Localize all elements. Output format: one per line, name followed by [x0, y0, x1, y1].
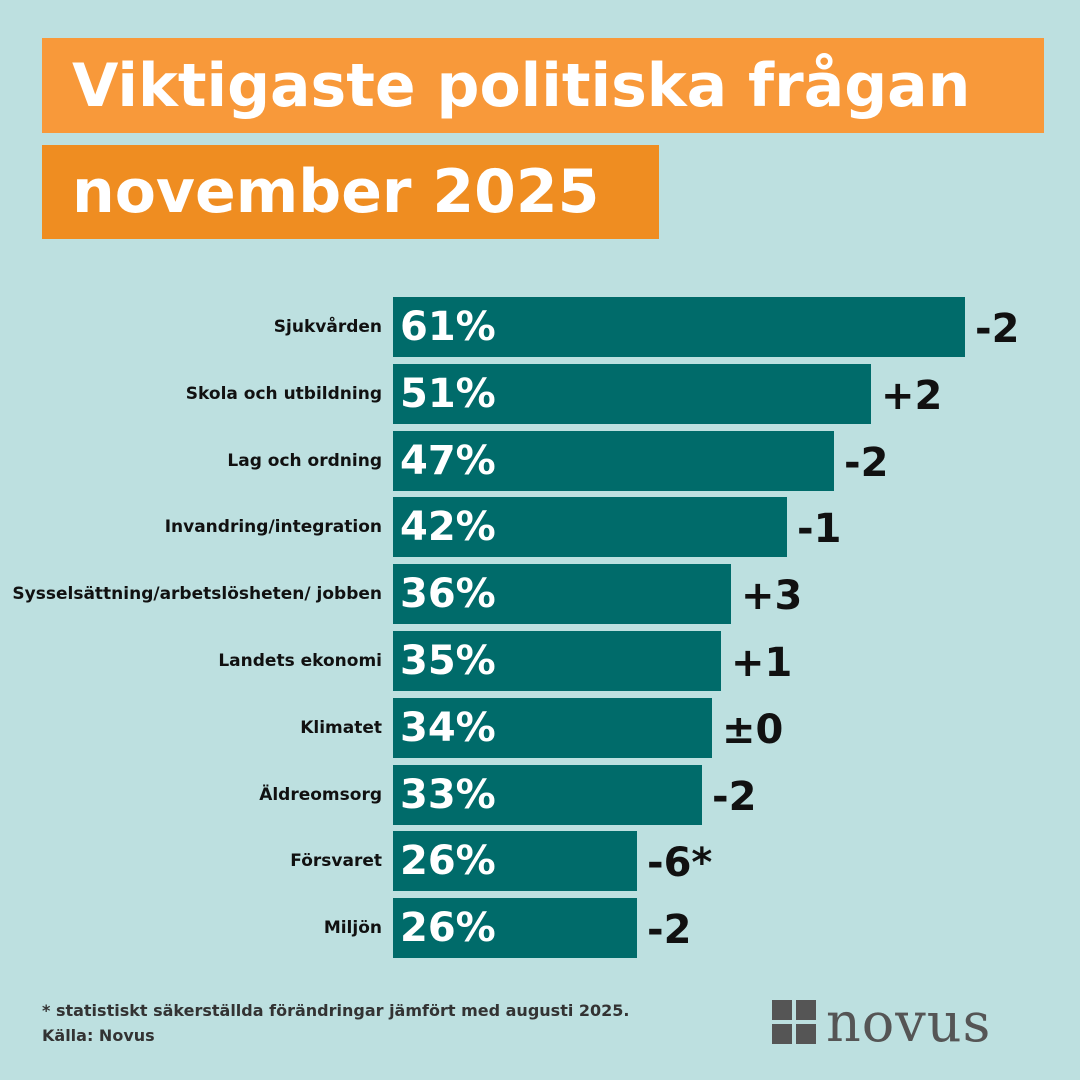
category-label: Klimatet [300, 717, 382, 738]
bar-value-label: 26% [400, 838, 496, 885]
category-label: Skola och utbildning [185, 383, 382, 404]
title-text-1: Viktigaste politiska frågan [72, 50, 971, 121]
category-label: Äldreomsorg [259, 784, 382, 805]
bar-value-label: 26% [400, 905, 496, 952]
change-label: +3 [741, 573, 803, 620]
change-label: -2 [975, 306, 1020, 352]
bar-value-label: 42% [400, 504, 496, 551]
footnote: * statistiskt säkerställda förändringar … [42, 998, 630, 1048]
bar [393, 898, 637, 959]
bar-value-label: 47% [400, 437, 496, 484]
novus-logo: novus [772, 995, 1048, 1050]
category-label: Lag och ordning [227, 450, 382, 471]
bar [393, 631, 721, 691]
bar [393, 497, 787, 558]
bar-value-label: 51% [400, 370, 496, 417]
change-label: +1 [731, 640, 793, 686]
change-label: -2 [844, 439, 889, 486]
bar [393, 363, 871, 424]
title-line-1: Viktigaste politiska frågan [42, 38, 1044, 133]
bar [393, 697, 712, 758]
bar-value-label: 61% [400, 304, 496, 350]
bar [393, 297, 965, 357]
bar [393, 764, 702, 825]
bar [393, 831, 637, 892]
category-label: Sjukvården [273, 317, 382, 337]
title-text-2: november 2025 [72, 157, 600, 227]
change-label: -2 [712, 773, 757, 820]
bar-value-label: 34% [400, 704, 496, 751]
category-label: Försvaret [290, 851, 382, 872]
bar-value-label: 35% [400, 638, 496, 684]
change-label: -2 [647, 907, 692, 954]
change-label: ±0 [722, 706, 784, 753]
novus-logo-mark-icon [772, 999, 818, 1046]
change-label: +2 [881, 372, 943, 419]
change-label: -6* [647, 840, 713, 887]
footnote-text: * statistiskt säkerställda förändringar … [42, 1001, 630, 1020]
bar-value-label: 33% [400, 771, 496, 818]
novus-logo-text: novus [826, 991, 992, 1054]
category-label: Miljön [323, 918, 382, 939]
bar [393, 430, 834, 491]
category-label: Landets ekonomi [218, 651, 382, 671]
bar [393, 564, 731, 625]
category-label: Invandring/integration [164, 517, 382, 538]
category-label: Sysselsättning/arbetslösheten/ jobben [12, 584, 382, 605]
source-text: Källa: Novus [42, 1026, 155, 1045]
change-label: -1 [797, 506, 842, 553]
bar-value-label: 36% [400, 571, 496, 618]
title-line-2: november 2025 [42, 145, 659, 239]
